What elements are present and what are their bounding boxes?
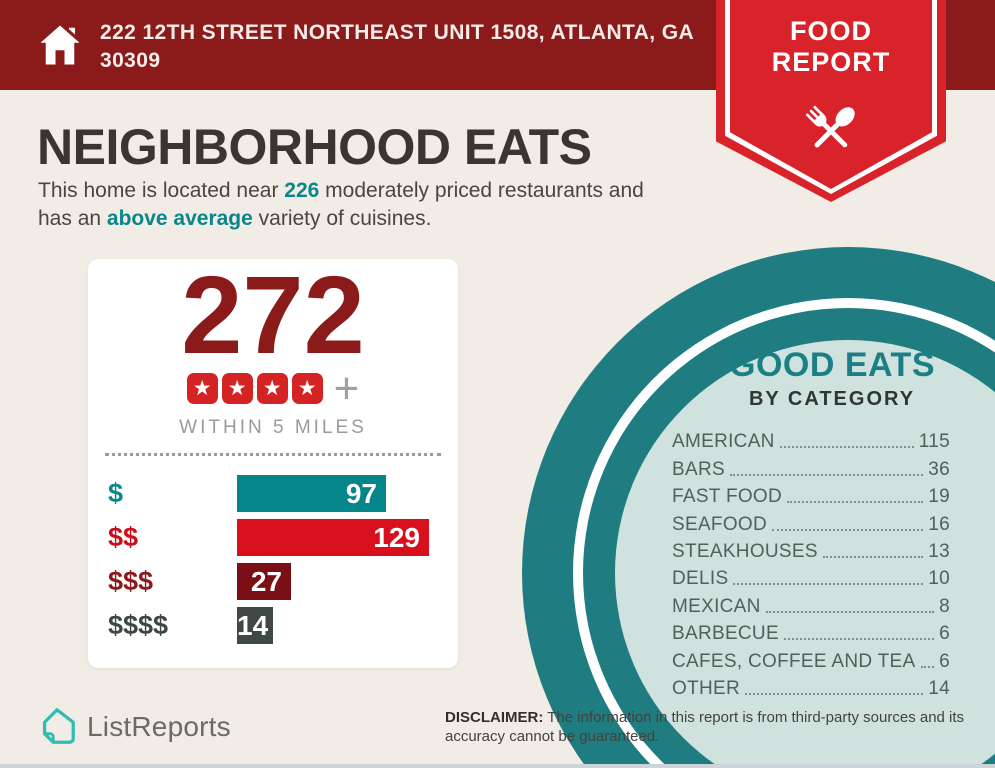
category-count: 13 <box>928 540 950 562</box>
property-address: 222 12TH STREET NORTHEAST UNIT 1508, ATL… <box>100 21 694 72</box>
price-bar-row: $$ 129 <box>88 519 458 556</box>
good-eats-subtitle: BY CATEGORY <box>748 388 916 410</box>
category-row: FAST FOOD 19 <box>672 479 950 506</box>
category-count: 14 <box>928 677 950 699</box>
intro-line1: This home is located near 226 moderately… <box>38 177 644 205</box>
plus-icon: + <box>333 364 360 413</box>
disclaimer-label: DISCLAIMER: <box>445 709 544 726</box>
category-list: AMERICAN 115 BARS 36 FAST FOOD 19 SEAFOOD 16… <box>672 424 950 698</box>
category-count: 19 <box>928 486 950 508</box>
category-label: CAFES, COFFEE AND TEA <box>672 650 916 672</box>
category-label: OTHER <box>672 677 740 699</box>
category-label: FAST FOOD <box>672 486 783 508</box>
dot-leader <box>733 583 924 586</box>
restaurant-summary-card: 272 + WITHIN 5 MILES $ 97 $$ 129 $$$ 27 … <box>88 259 458 668</box>
dot-leader <box>765 610 935 613</box>
radius-caption: WITHIN 5 MILES <box>179 417 367 438</box>
rating-stars: + <box>88 364 458 413</box>
above-average-highlight: above average <box>106 207 253 231</box>
category-label: BARS <box>672 458 725 480</box>
category-count: 6 <box>939 650 950 672</box>
category-row: STEAKHOUSES 13 <box>672 534 950 561</box>
page-title: NEIGHBORHOOD EATS <box>37 119 592 175</box>
dot-leader <box>779 446 914 449</box>
star-icon <box>186 373 218 404</box>
category-row: BARBECUE 6 <box>672 616 950 643</box>
dotted-divider <box>105 453 441 456</box>
price-bar-row: $$$$ 14 <box>88 607 458 644</box>
intro-text: has an <box>38 207 107 231</box>
intro-text: moderately priced restaurants and <box>319 179 644 202</box>
category-row: MEXICAN 8 <box>672 588 950 617</box>
price-bar: 129 <box>237 519 429 556</box>
circle-interior <box>615 340 995 768</box>
good-eats-header: GOOD EATS BY CATEGORY <box>672 346 992 411</box>
star-icon <box>221 373 253 404</box>
price-bar: 97 <box>237 475 386 512</box>
bar-value: 27 <box>250 566 282 597</box>
listreports-logo: ListReports <box>36 706 231 748</box>
category-label: STEAKHOUSES <box>672 540 818 562</box>
price-tier-label: $$$ <box>108 566 154 596</box>
intro-paragraph: This home is located near 226 moderately… <box>38 177 644 234</box>
intro-text: variety of cuisines. <box>252 207 432 231</box>
total-restaurant-count: 272 <box>181 254 365 377</box>
category-label: BARBECUE <box>672 623 779 645</box>
category-row: BARS 36 <box>672 451 950 480</box>
price-tier-label: $$$$ <box>108 610 169 640</box>
dot-leader <box>787 501 924 504</box>
category-row: DELIS 10 <box>672 561 950 588</box>
dot-leader <box>920 665 935 668</box>
category-label: MEXICAN <box>672 595 761 617</box>
food-report-badge: FOOD REPORT <box>716 0 946 202</box>
price-bar: 27 <box>237 563 291 600</box>
disclaimer: DISCLAIMER: The information in this repo… <box>445 709 965 747</box>
category-row: OTHER 14 <box>672 671 950 698</box>
dot-leader <box>745 692 924 695</box>
price-tier-label: $$ <box>108 522 139 552</box>
badge-line1: FOOD <box>790 16 872 46</box>
bar-value: 129 <box>373 522 420 553</box>
category-label: SEAFOOD <box>672 513 768 535</box>
bar-value: 14 <box>237 610 269 641</box>
category-count: 8 <box>939 595 950 617</box>
badge-line2: REPORT <box>771 47 891 77</box>
category-count: 36 <box>928 458 950 480</box>
star-icon <box>256 373 288 404</box>
price-bar-row: $$$ 27 <box>88 563 458 600</box>
brand-name: ListReports <box>87 711 231 742</box>
dot-leader <box>729 473 924 476</box>
category-count: 16 <box>928 513 950 535</box>
category-row: AMERICAN 115 <box>672 424 950 451</box>
category-count: 10 <box>928 568 950 590</box>
category-label: DELIS <box>672 568 729 590</box>
good-eats-title: GOOD EATS <box>729 346 935 384</box>
category-count: 115 <box>918 431 950 453</box>
disclaimer-text: The information in this report is from t… <box>445 709 965 745</box>
intro-text: This home is located near <box>38 179 285 202</box>
category-count: 6 <box>939 623 950 645</box>
category-label: AMERICAN <box>672 431 775 453</box>
star-icon <box>291 373 323 404</box>
dot-leader <box>783 638 935 641</box>
home-icon <box>40 25 80 65</box>
restaurant-count-highlight: 226 <box>284 179 320 202</box>
badge-title: FOOD REPORT <box>716 16 946 78</box>
crossed-spoon-fork-icon <box>805 105 855 148</box>
bottom-edge-strip <box>0 764 995 768</box>
category-row: CAFES, COFFEE AND TEA 6 <box>672 643 950 672</box>
price-bar-row: $ 97 <box>88 475 458 512</box>
listreports-house-icon <box>42 708 75 744</box>
price-tier-label: $ <box>108 478 124 508</box>
dot-leader <box>822 555 924 558</box>
price-bar: 14 <box>237 607 273 644</box>
intro-line2: has an above average variety of cuisines… <box>38 205 644 233</box>
category-row: SEAFOOD 16 <box>672 506 950 535</box>
dot-leader <box>772 528 924 531</box>
bar-value: 97 <box>345 478 377 509</box>
